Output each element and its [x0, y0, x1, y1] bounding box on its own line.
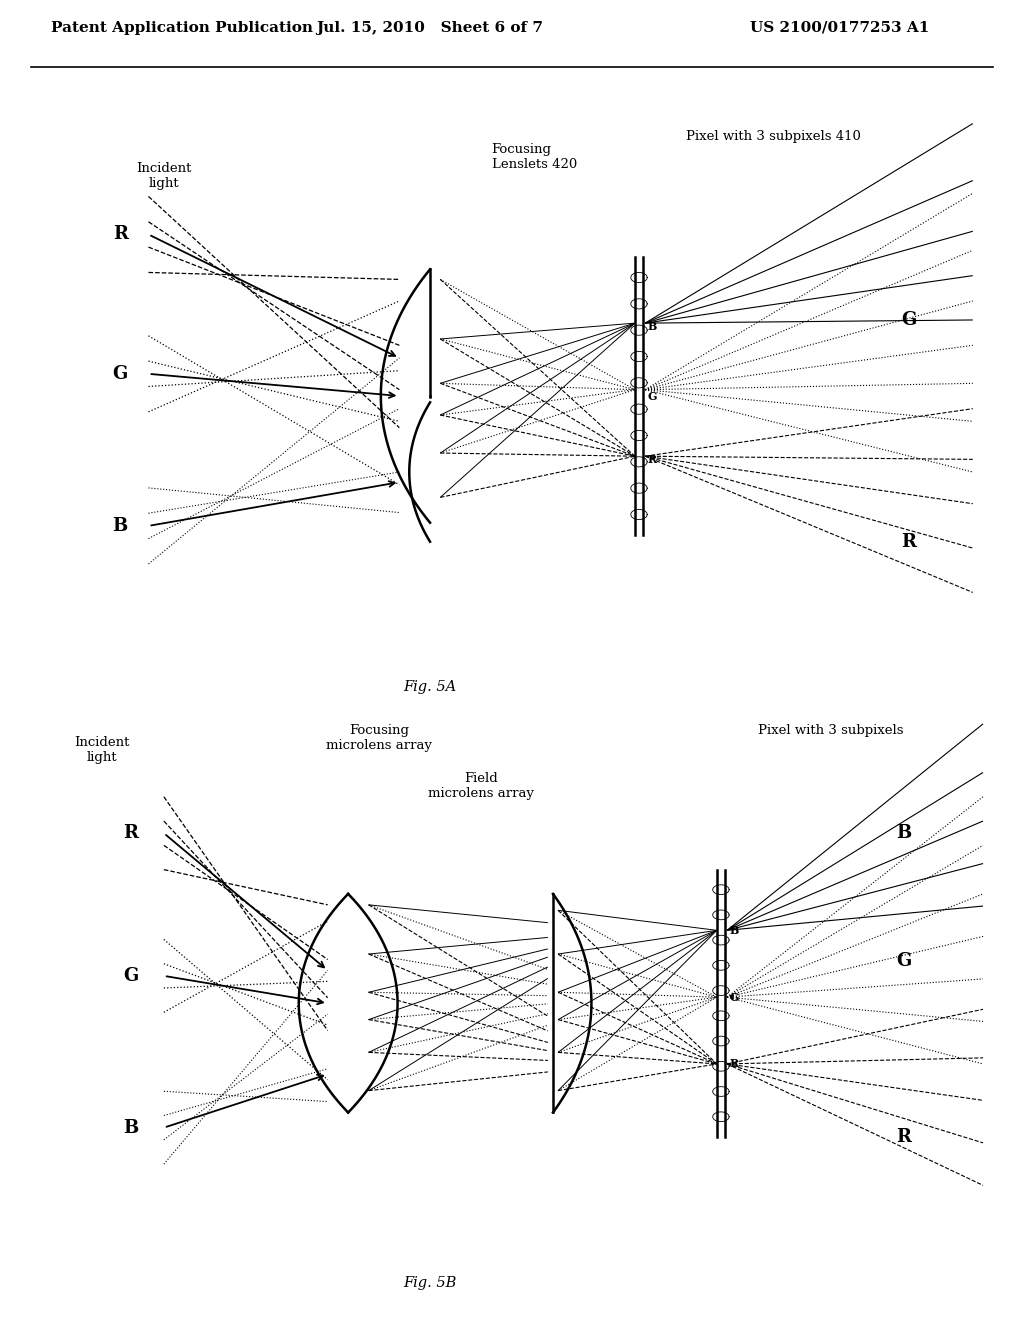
- Text: G: G: [123, 966, 138, 985]
- Text: Focusing
microlens array: Focusing microlens array: [326, 723, 432, 752]
- Text: Field
microlens array: Field microlens array: [428, 772, 535, 800]
- Text: Incident
light: Incident light: [136, 161, 191, 190]
- Text: B: B: [729, 925, 738, 936]
- Text: B: B: [113, 517, 128, 535]
- Text: R: R: [123, 824, 138, 842]
- Text: Patent Application Publication: Patent Application Publication: [51, 21, 313, 34]
- Text: R: R: [113, 226, 128, 243]
- Text: B: B: [647, 321, 656, 331]
- Text: G: G: [901, 312, 916, 329]
- Text: Fig. 5B: Fig. 5B: [403, 1275, 457, 1290]
- Text: R: R: [729, 1059, 738, 1069]
- Text: Pixel with 3 subpixels: Pixel with 3 subpixels: [758, 723, 903, 737]
- Text: R: R: [647, 454, 656, 465]
- Text: G: G: [113, 364, 128, 383]
- Text: US 2100/0177253 A1: US 2100/0177253 A1: [750, 21, 930, 34]
- Text: Incident
light: Incident light: [75, 737, 130, 764]
- Text: Fig. 5A: Fig. 5A: [403, 680, 457, 694]
- Text: Focusing
Lenslets 420: Focusing Lenslets 420: [492, 143, 577, 170]
- Text: R: R: [901, 533, 916, 550]
- Text: G: G: [896, 952, 911, 970]
- Text: B: B: [123, 1118, 138, 1137]
- Text: G: G: [729, 991, 738, 1003]
- Text: R: R: [896, 1127, 911, 1146]
- Text: Pixel with 3 subpixels 410: Pixel with 3 subpixels 410: [686, 129, 861, 143]
- Text: G: G: [647, 391, 656, 401]
- Text: Jul. 15, 2010   Sheet 6 of 7: Jul. 15, 2010 Sheet 6 of 7: [316, 21, 544, 34]
- Text: B: B: [896, 824, 911, 842]
